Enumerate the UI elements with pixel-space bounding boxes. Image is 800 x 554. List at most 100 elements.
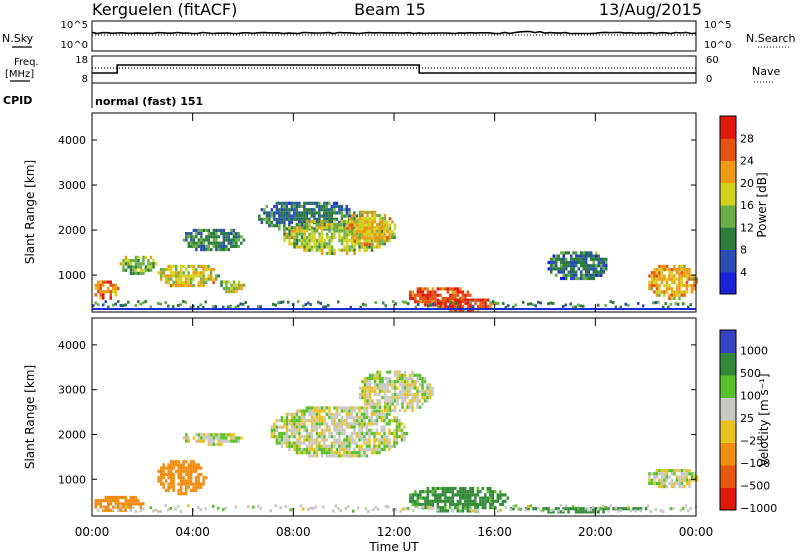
heatmap-cell [665,469,669,473]
heatmap-cell [215,442,218,446]
heatmap-cell [398,425,401,429]
heatmap-cell [417,302,420,306]
heatmap-cell [343,229,346,233]
heatmap-cell [491,493,495,497]
heatmap-cell [270,435,274,439]
heatmap-cell [300,419,304,423]
heatmap-cell [361,220,364,224]
heatmap-cell [320,223,324,227]
heatmap-cell [414,296,417,301]
heatmap-cell [320,454,324,458]
heatmap-cell [122,265,125,269]
heatmap-cell [102,280,105,284]
heatmap-cell [373,405,377,409]
heatmap-cell [134,265,138,269]
heatmap-cell [335,406,339,410]
heatmap-cell [380,441,384,445]
heatmap-cell [298,422,301,426]
heatmap-cell [325,425,329,429]
heatmap-cell [441,499,445,503]
heatmap-cell [605,267,608,271]
heatmap-cell [207,235,211,239]
heatmap-cell [338,211,341,215]
heatmap-cell [650,478,654,482]
heatmap-cell [366,399,369,403]
heatmap-cell [295,451,299,455]
heatmap-cell [680,290,684,294]
heatmap-cell [660,264,664,268]
heatmap-cell [363,425,366,429]
heatmap-cell [368,428,371,432]
heatmap-cell [285,444,289,448]
heatmap-cell [268,211,271,215]
heatmap-cell [592,257,595,261]
heatmap-cell [325,232,329,236]
heatmap-cell [652,301,655,305]
heatmap-cell [308,201,311,205]
heatmap-cell [660,472,664,476]
heatmap-cell [464,506,467,510]
heatmap-cell [134,259,138,263]
heatmap-cell [459,509,462,513]
heatmap-cell [408,405,412,409]
heatmap-cell [398,380,402,384]
heatmap-cell [217,436,221,440]
heatmap-cell [476,502,480,507]
heatmap-cell [693,475,696,479]
heatmap-cell [235,232,238,236]
heatmap-cell [393,444,396,448]
heatmap-cell [567,507,570,511]
heatmap-cell [169,271,173,275]
heatmap-cell [580,257,583,261]
heatmap-cell [431,490,435,494]
heatmap-cell [343,224,346,228]
heatmap-cell [177,460,180,464]
heatmap-cell [429,502,432,507]
heatmap-cell [335,415,339,420]
heatmap-cell [350,422,354,426]
heatmap-cell [388,232,391,236]
heatmap-cell [174,277,178,281]
heatmap-cell [94,293,97,297]
heatmap-cell [318,242,321,246]
heatmap-cell [690,284,694,288]
heatmap-cell [340,454,344,458]
heatmap-cell [675,284,679,288]
heatmap-cell [195,244,198,248]
heatmap-cell [371,402,374,406]
power-heatmap [92,201,699,312]
heatmap-cell [660,290,664,294]
heatmap-cell [393,428,396,432]
heatmap-cell [137,499,140,503]
heatmap-cell [295,214,299,218]
heatmap-cell [149,268,153,272]
heatmap-cell [585,267,588,271]
heatmap-cell [383,392,387,397]
heatmap-cell [127,259,130,263]
heatmap-cell [204,280,208,284]
heatmap-cell [365,409,369,413]
heatmap-cell [390,431,394,436]
heatmap-cell [340,242,344,246]
heatmap-cell [373,213,377,218]
heatmap-cell [459,496,462,500]
heatmap-cell [320,226,324,230]
heatmap-cell [570,267,573,271]
heatmap-cell [670,469,674,473]
heatmap-cell [328,223,331,227]
heatmap-cell [119,304,122,307]
heatmap-cell [333,211,336,215]
y-tick-label: 4000 [58,339,86,352]
heatmap-cell [179,509,182,513]
heatmap-cell [320,204,324,209]
heatmap-cell [386,383,389,387]
heatmap-cell [499,490,502,494]
heatmap-cell [484,506,487,510]
heatmap-cell [215,436,218,440]
heatmap-cell [685,478,689,482]
heatmap-cell [582,273,585,277]
heatmap-cell [371,386,374,390]
heatmap-cell [177,277,180,281]
heatmap-cell [388,380,392,384]
heatmap-cell [280,220,284,225]
